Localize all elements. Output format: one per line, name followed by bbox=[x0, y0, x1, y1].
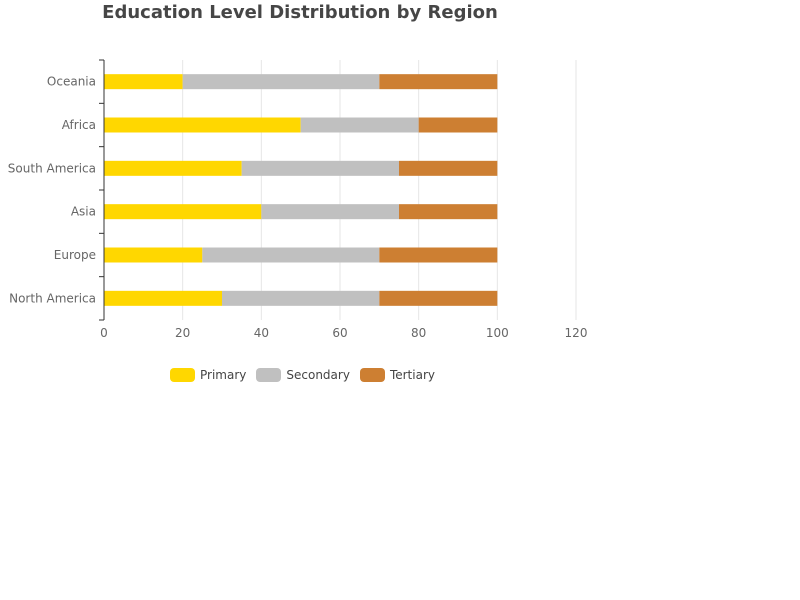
x-tick-label: 0 bbox=[100, 326, 108, 340]
bar-secondary bbox=[300, 117, 419, 133]
bar-secondary bbox=[261, 204, 399, 220]
x-tick-label: 40 bbox=[254, 326, 269, 340]
bar-tertiary bbox=[399, 160, 498, 176]
x-tick-label: 80 bbox=[411, 326, 426, 340]
legend: Primary Secondary Tertiary bbox=[170, 368, 445, 382]
x-tick-label: 100 bbox=[486, 326, 509, 340]
legend-item-secondary[interactable]: Secondary bbox=[256, 368, 350, 382]
bar-primary bbox=[104, 247, 203, 263]
bar-primary bbox=[104, 160, 242, 176]
bar-primary bbox=[104, 74, 183, 90]
y-tick-label: South America bbox=[8, 161, 96, 175]
legend-label: Tertiary bbox=[389, 368, 435, 382]
x-tick-label: 60 bbox=[332, 326, 347, 340]
y-tick-label: Oceania bbox=[47, 75, 96, 89]
y-tick-label: North America bbox=[9, 291, 96, 305]
bar-tertiary bbox=[379, 290, 498, 306]
bars bbox=[104, 74, 498, 306]
legend-swatch bbox=[359, 368, 385, 382]
legend-label: Primary bbox=[200, 368, 247, 382]
axes bbox=[99, 59, 105, 321]
chart-title: Education Level Distribution by Region bbox=[102, 2, 498, 23]
bar-tertiary bbox=[399, 204, 498, 220]
bar-tertiary bbox=[379, 74, 498, 90]
bar-secondary bbox=[182, 74, 380, 90]
bar-tertiary bbox=[418, 117, 498, 133]
x-tick-label: 20 bbox=[175, 326, 190, 340]
y-tick-label: Europe bbox=[54, 248, 96, 262]
x-axis-labels: 0 20 40 60 80 100 120 bbox=[100, 326, 587, 340]
gridlines bbox=[182, 60, 577, 320]
bar-primary bbox=[104, 204, 262, 220]
legend-label: Secondary bbox=[286, 368, 350, 382]
y-tick-label: Africa bbox=[62, 118, 96, 132]
legend-item-primary[interactable]: Primary bbox=[170, 368, 246, 382]
bar-primary bbox=[104, 117, 301, 133]
bar-secondary bbox=[241, 160, 399, 176]
bar-secondary bbox=[202, 247, 380, 263]
bar-primary bbox=[104, 290, 222, 306]
bar-secondary bbox=[222, 290, 380, 306]
legend-swatch bbox=[256, 368, 282, 382]
y-axis-labels: North America Europe Asia South America Afri… bbox=[8, 75, 96, 306]
y-tick-label: Asia bbox=[71, 205, 96, 219]
legend-item-tertiary[interactable]: Tertiary bbox=[359, 368, 435, 382]
legend-swatch bbox=[170, 368, 195, 382]
bar-tertiary bbox=[379, 247, 498, 263]
x-tick-label: 120 bbox=[565, 326, 588, 340]
